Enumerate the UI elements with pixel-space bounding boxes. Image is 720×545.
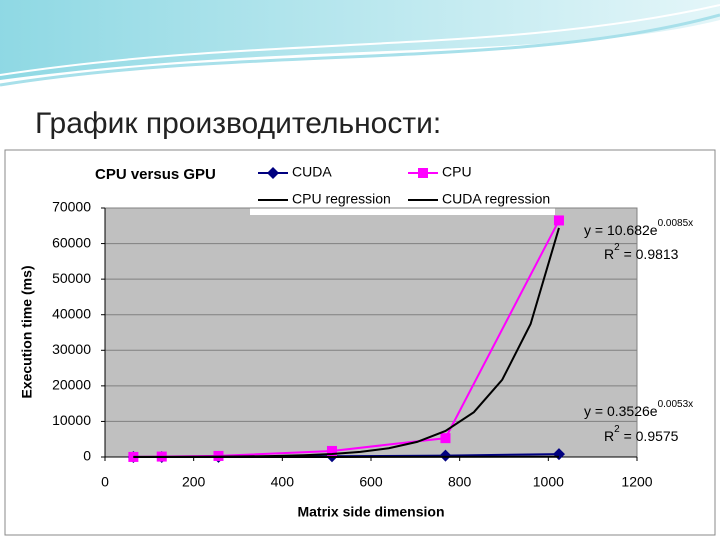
y-tick-label: 20000	[52, 377, 91, 393]
annotation-sup: 0.0085x	[658, 218, 694, 229]
chart-title: CPU versus GPU	[95, 166, 216, 183]
x-tick-label: 600	[359, 474, 383, 490]
annotation-text: y = 10.682e	[584, 222, 658, 238]
x-tick-label: 200	[182, 474, 206, 490]
annotation-tail: = 0.9813	[620, 246, 679, 262]
annotation-tail: = 0.9575	[620, 428, 679, 444]
x-tick-label: 1000	[533, 474, 564, 490]
y-tick-label: 50000	[52, 270, 91, 286]
annotation-text: R	[604, 428, 614, 444]
annotation-sup: 0.0053x	[658, 399, 694, 410]
legend-label: CPU regression	[292, 191, 391, 207]
x-tick-label: 1200	[621, 474, 652, 490]
plot-area	[105, 208, 637, 457]
header-wave	[0, 0, 720, 80]
annotation-text: y = 0.3526e	[584, 403, 658, 419]
marker	[440, 433, 450, 443]
slide-title: График производительности:	[35, 107, 441, 140]
y-tick-label: 0	[83, 448, 91, 464]
legend-label: CPU	[442, 164, 472, 180]
y-tick-label: 30000	[52, 341, 91, 357]
y-tick-label: 40000	[52, 305, 91, 321]
x-tick-label: 800	[448, 474, 472, 490]
y-tick-label: 60000	[52, 234, 91, 250]
x-tick-label: 0	[101, 474, 109, 490]
x-axis-title: Matrix side dimension	[297, 504, 444, 520]
y-axis-title: Execution time (ms)	[19, 265, 35, 398]
marker	[418, 168, 428, 178]
legend-label: CUDA regression	[442, 191, 550, 207]
x-tick-label: 400	[271, 474, 295, 490]
y-tick-label: 70000	[52, 199, 91, 215]
marker	[554, 215, 564, 225]
y-tick-label: 10000	[52, 412, 91, 428]
legend-label: CUDA	[292, 164, 332, 180]
annotation-text: R	[604, 246, 614, 262]
